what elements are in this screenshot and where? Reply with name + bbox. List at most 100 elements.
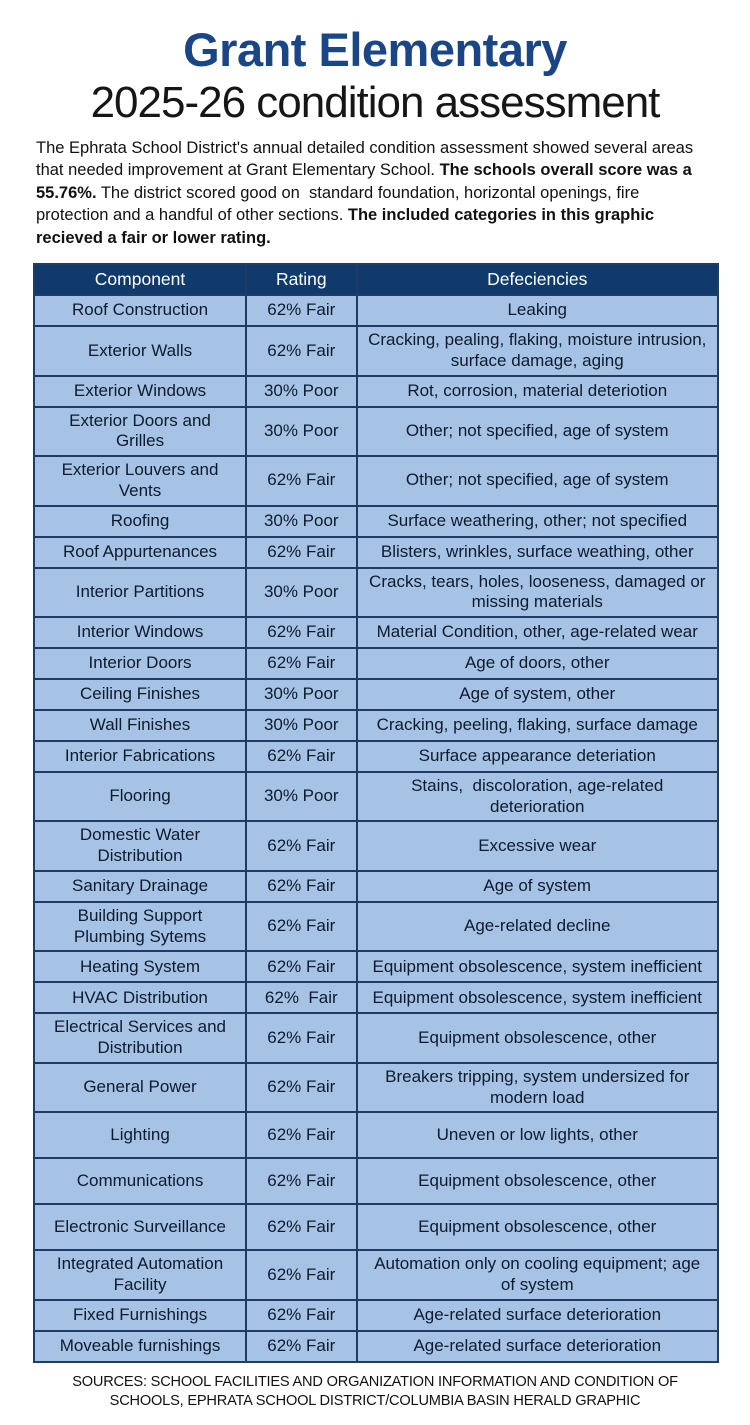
table-row: Roof Appurtenances 62% Fair Blisters, wrin… — [35, 535, 717, 567]
deficiencies-text: Blisters, wrinkles, surface weathing, ot… — [380, 541, 694, 561]
component-cell: Exterior Doors and Grilles — [35, 408, 245, 455]
rating-cell: 62% Fair — [245, 296, 355, 326]
deficiencies-cell: Age of system — [355, 871, 717, 901]
component-cell: Fixed Furnishings — [35, 1301, 245, 1330]
deficiencies-text: Other; not specified, age of system — [405, 420, 669, 440]
deficiencies-cell: Equipment obsolescence, system inefficie… — [355, 952, 717, 982]
table-row: Fixed Furnishings 62% Fair Age-related sur… — [35, 1298, 717, 1330]
table-row: Exterior Doors and Grilles 30% Poor Other;… — [35, 405, 717, 456]
table-row: Lighting 62% Fair Uneven or low lights, ot… — [35, 1111, 717, 1158]
deficiencies-cell: Surface weathering, other; not specified — [355, 506, 717, 536]
deficiencies-text: Leaking — [507, 300, 568, 320]
rating-cell: 30% Poor — [245, 407, 355, 456]
deficiencies-cell: Rot, corrosion, material deteriotion — [355, 376, 717, 406]
rating-cell: 62% Fair — [245, 1159, 355, 1204]
deficiencies-text: Equipment obsolescence, system inefficie… — [372, 987, 702, 1007]
deficiencies-text: Surface weathering, other; not specified — [387, 510, 688, 530]
rating-text: 62% Fair — [267, 300, 336, 320]
component-text: HVAC Distribution — [72, 987, 208, 1007]
rating-text: 30% Poor — [263, 380, 339, 400]
deficiencies-text: Stains, discoloration, age-related deter… — [411, 776, 669, 816]
component-text: Exterior Doors and Grilles — [69, 410, 216, 451]
table-row: Interior Doors 62% Fair Age of doors, othe… — [35, 647, 717, 679]
rating-text: 62% Fair — [267, 1124, 336, 1144]
rating-cell: 30% Poor — [245, 568, 355, 617]
rating-text: 62% Fair — [267, 746, 336, 766]
component-cell: Exterior Louvers and Vents — [35, 457, 245, 504]
intro-paragraph: The Ephrata School District's annual det… — [36, 137, 714, 249]
rating-text: 62% Fair — [267, 1216, 336, 1236]
table-row: Domestic Water Distribution 62% Fair Exces… — [35, 820, 717, 870]
rating-text: 62% Fair — [267, 835, 336, 855]
column-header: Component — [94, 268, 186, 289]
component-text: Wall Finishes — [89, 715, 191, 735]
rating-cell: 62% Fair — [245, 902, 355, 951]
deficiencies-text: Cracks, tears, holes, looseness, damaged… — [369, 571, 711, 612]
rating-text: 62% Fair — [264, 987, 338, 1007]
table-row: Sanitary Drainage 62% Fair Age of system — [35, 869, 717, 901]
deficiencies-text: Age of system, other — [459, 684, 616, 704]
rating-cell: 62% Fair — [245, 457, 355, 505]
deficiencies-cell: Age-related decline — [355, 902, 717, 951]
deficiencies-cell: Breakers tripping, system undersized for… — [355, 1063, 717, 1112]
deficiencies-text: Equipment obsolescence, other — [418, 1027, 657, 1047]
component-cell: Roofing — [35, 507, 245, 536]
rating-text: 62% Fair — [267, 1170, 336, 1190]
deficiencies-cell: Stains, discoloration, age-related deter… — [355, 773, 717, 821]
component-text: Electronic Surveillance — [54, 1216, 226, 1236]
component-text: Integrated Automation Facility — [56, 1254, 228, 1295]
component-cell: Exterior Windows — [35, 377, 245, 406]
deficiencies-text: Rot, corrosion, material deteriotion — [407, 380, 668, 400]
component-text: Interior Windows — [76, 622, 204, 642]
component-cell: Wall Finishes — [35, 711, 245, 740]
component-text: Domestic Water Distribution — [79, 825, 205, 866]
deficiencies-text: Excessive wear — [478, 835, 597, 855]
deficiencies-text: Surface appearance deteriation — [418, 746, 656, 766]
rating-text: 30% Poor — [263, 715, 339, 735]
intro-segment: The Ephrata School District's annual det… — [36, 138, 698, 180]
table-row: Wall Finishes 30% Poor Cracking, peeling, … — [35, 709, 717, 741]
rating-cell: 30% Poor — [245, 506, 355, 536]
table-header-row: Component Rating Defeciencies — [35, 265, 717, 295]
rating-text: 62% Fair — [267, 1077, 336, 1097]
component-cell: Domestic Water Distribution — [35, 822, 245, 869]
component-text: Sanitary Drainage — [71, 876, 209, 896]
deficiencies-cell: Blisters, wrinkles, surface weathing, ot… — [355, 537, 717, 567]
deficiencies-text: Age-related surface deterioration — [413, 1335, 662, 1355]
rating-cell: 30% Poor — [245, 773, 355, 821]
rating-text: 62% Fair — [267, 340, 336, 360]
rating-cell: 62% Fair — [245, 618, 355, 648]
table-row: Flooring 30% Poor Stains, discoloration, a… — [35, 771, 717, 821]
rating-text: 62% Fair — [267, 1335, 336, 1355]
table-row: Ceiling Finishes 30% Poor Age of system, o… — [35, 678, 717, 710]
component-text: Exterior Windows — [73, 380, 207, 400]
deficiencies-cell: Material Condition, other, age-related w… — [355, 618, 717, 648]
component-text: Roof Construction — [71, 300, 209, 320]
component-text: Heating System — [80, 956, 201, 976]
deficiencies-text: Equipment obsolescence, other — [418, 1170, 657, 1190]
rating-text: 30% Poor — [263, 420, 339, 440]
component-text: Lighting — [110, 1124, 170, 1144]
component-text: Exterior Walls — [87, 340, 193, 360]
deficiencies-text: Uneven or low lights, other — [436, 1124, 638, 1144]
deficiencies-cell: Age-related surface deterioration — [355, 1331, 717, 1361]
rating-cell: 62% Fair — [245, 1063, 355, 1112]
rating-cell: 62% Fair — [245, 742, 355, 772]
component-text: Fixed Furnishings — [72, 1304, 208, 1324]
deficiencies-text: Cracking, peeling, flaking, surface dama… — [376, 715, 698, 735]
deficiencies-cell: Uneven or low lights, other — [355, 1113, 717, 1158]
table-row: Roofing 30% Poor Surface weathering, other… — [35, 504, 717, 536]
table-body: Roof Construction 62% Fair Leaking Exterior… — [35, 294, 717, 1361]
rating-cell: 62% Fair — [245, 649, 355, 679]
component-cell: HVAC Distribution — [35, 983, 245, 1012]
component-cell: Interior Doors — [35, 649, 245, 678]
deficiencies-cell: Cracks, tears, holes, looseness, damaged… — [355, 568, 717, 617]
deficiencies-cell: Equipment obsolescence, system inefficie… — [355, 983, 717, 1013]
component-text: Moveable furnishings — [59, 1335, 221, 1355]
rating-text: 62% Fair — [267, 653, 336, 673]
page-subtitle: 2025-26 condition assessment — [90, 77, 661, 127]
rating-cell: 62% Fair — [245, 822, 355, 870]
table-row: HVAC Distribution 62% Fair Equipment obsol… — [35, 981, 717, 1013]
deficiencies-cell: Excessive wear — [355, 822, 717, 870]
rating-text: 62% Fair — [267, 622, 336, 642]
